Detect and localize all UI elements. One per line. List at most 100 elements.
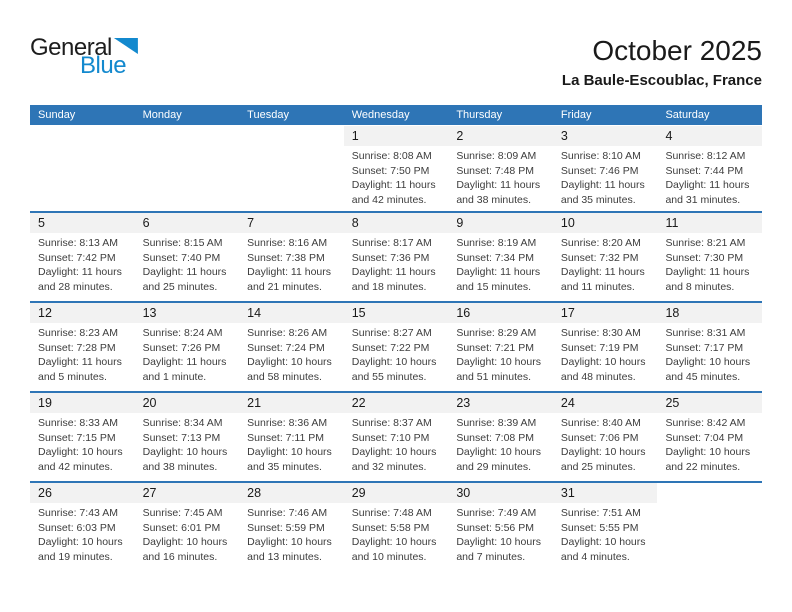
- daylight-text: Daylight: 11 hours and 15 minutes.: [456, 266, 541, 293]
- sunrise-text: Sunrise: 8:10 AM: [560, 150, 641, 162]
- sunrise-text: Sunrise: 7:46 AM: [247, 507, 328, 519]
- day-details: Sunrise: 8:24 AM Sunset: 7:26 PM Daylight:…: [135, 323, 240, 384]
- day-cell-10: 10 Sunrise: 8:20 AM Sunset: 7:32 PM Dayligh…: [552, 213, 658, 301]
- day-details: Sunrise: 8:27 AM Sunset: 7:22 PM Daylight:…: [344, 323, 449, 384]
- sunset-text: Sunset: 7:34 PM: [456, 251, 534, 264]
- day-details: Sunrise: 7:49 AM Sunset: 5:56 PM Daylight:…: [448, 503, 553, 564]
- sunset-text: Sunset: 7:22 PM: [351, 341, 430, 354]
- day-details: Sunrise: 8:21 AM Sunset: 7:30 PM Daylight:…: [657, 233, 762, 294]
- day-number: 24: [552, 393, 658, 413]
- daylight-text: Daylight: 11 hours and 1 minute.: [142, 356, 227, 383]
- day-cell-empty: [657, 483, 762, 571]
- day-number: 22: [343, 393, 449, 413]
- day-cell-30: 30 Sunrise: 7:49 AM Sunset: 5:56 PM Dayligh…: [448, 483, 553, 571]
- day-details: Sunrise: 8:42 AM Sunset: 7:04 PM Daylight:…: [657, 413, 762, 474]
- sunrise-text: Sunrise: 8:36 AM: [247, 417, 328, 429]
- week-row-1: 1 Sunrise: 8:08 AM Sunset: 7:50 PM Daylight…: [30, 126, 763, 211]
- daylight-text: Daylight: 10 hours and 13 minutes.: [247, 536, 332, 563]
- day-details: Sunrise: 8:09 AM Sunset: 7:48 PM Daylight:…: [448, 146, 553, 207]
- day-details: Sunrise: 8:39 AM Sunset: 7:08 PM Daylight:…: [448, 413, 553, 474]
- weekday-header-wednesday: Wednesday: [351, 109, 410, 121]
- daylight-text: Daylight: 11 hours and 28 minutes.: [38, 266, 122, 293]
- day-number: 20: [134, 393, 240, 413]
- daylight-text: Daylight: 10 hours and 51 minutes.: [456, 356, 541, 383]
- weekday-header-row: Sunday Monday Tuesday Wednesday Thursday Frid…: [30, 105, 762, 125]
- day-number: 8: [343, 213, 449, 233]
- daylight-text: Daylight: 11 hours and 18 minutes.: [351, 266, 436, 293]
- day-details: Sunrise: 8:30 AM Sunset: 7:19 PM Daylight:…: [553, 323, 658, 384]
- day-number: 9: [448, 213, 553, 233]
- day-details: Sunrise: 8:36 AM Sunset: 7:11 PM Daylight:…: [239, 413, 344, 474]
- day-cell-3: 3 Sunrise: 8:10 AM Sunset: 7:46 PM Daylight…: [552, 126, 658, 211]
- day-cell-15: 15 Sunrise: 8:27 AM Sunset: 7:22 PM Dayligh…: [343, 303, 449, 391]
- day-number: 16: [448, 303, 553, 323]
- day-details: Sunrise: 8:10 AM Sunset: 7:46 PM Daylight:…: [553, 146, 658, 207]
- sunrise-text: Sunrise: 8:42 AM: [665, 417, 746, 429]
- day-details: Sunrise: 8:40 AM Sunset: 7:06 PM Daylight:…: [553, 413, 658, 474]
- daylight-text: Daylight: 10 hours and 45 minutes.: [665, 356, 751, 383]
- sunrise-text: Sunrise: 7:43 AM: [38, 507, 118, 519]
- sunrise-text: Sunrise: 8:17 AM: [351, 237, 432, 249]
- sunset-text: Sunset: 7:04 PM: [665, 431, 744, 444]
- sunrise-text: Sunrise: 8:40 AM: [560, 417, 641, 429]
- day-number: 19: [30, 393, 135, 413]
- day-number: 2: [448, 126, 553, 146]
- day-number: 27: [134, 483, 240, 503]
- day-number: 28: [239, 483, 344, 503]
- sunset-text: Sunset: 7:36 PM: [351, 251, 430, 264]
- day-number: 5: [30, 213, 135, 233]
- day-cell-21: 21 Sunrise: 8:36 AM Sunset: 7:11 PM Dayligh…: [239, 393, 344, 481]
- page-header: General Blue October 2025 La Baule-Escou…: [30, 36, 762, 98]
- day-details: Sunrise: 8:12 AM Sunset: 7:44 PM Daylight:…: [657, 146, 762, 207]
- sunset-text: Sunset: 7:19 PM: [560, 341, 639, 354]
- day-details: Sunrise: 8:13 AM Sunset: 7:42 PM Daylight:…: [30, 233, 135, 294]
- daylight-text: Daylight: 10 hours and 35 minutes.: [247, 446, 332, 473]
- day-cell-12: 12 Sunrise: 8:23 AM Sunset: 7:28 PM Dayligh…: [30, 303, 135, 391]
- daylight-text: Daylight: 10 hours and 32 minutes.: [351, 446, 437, 473]
- day-number: 25: [657, 393, 763, 413]
- daylight-text: Daylight: 10 hours and 29 minutes.: [456, 446, 541, 473]
- daylight-text: Daylight: 10 hours and 58 minutes.: [247, 356, 332, 383]
- weekday-header-thursday: Thursday: [456, 109, 503, 121]
- sunset-text: Sunset: 7:26 PM: [142, 341, 221, 354]
- day-number: 26: [30, 483, 135, 503]
- week-row-4: 19 Sunrise: 8:33 AM Sunset: 7:15 PM Dayligh…: [30, 391, 763, 481]
- day-number: 15: [343, 303, 449, 323]
- week-row-3: 12 Sunrise: 8:23 AM Sunset: 7:28 PM Dayligh…: [30, 301, 763, 391]
- logo-text-general: General: [30, 34, 112, 61]
- title-block: October 2025 La Baule-Escoublac, France: [562, 36, 762, 92]
- month-title: October 2025: [592, 35, 762, 66]
- day-number: 11: [657, 213, 763, 233]
- sunset-text: Sunset: 7:48 PM: [456, 164, 534, 177]
- day-cell-8: 8 Sunrise: 8:17 AM Sunset: 7:36 PM Daylight…: [343, 213, 449, 301]
- day-details: Sunrise: 8:23 AM Sunset: 7:28 PM Daylight:…: [30, 323, 135, 384]
- day-cell-29: 29 Sunrise: 7:48 AM Sunset: 5:58 PM Dayligh…: [343, 483, 449, 571]
- day-details: Sunrise: 8:26 AM Sunset: 7:24 PM Daylight:…: [239, 323, 344, 384]
- sunrise-text: Sunrise: 8:19 AM: [456, 237, 537, 249]
- day-number: 3: [552, 126, 658, 146]
- day-number: 12: [30, 303, 135, 323]
- daylight-text: Daylight: 11 hours and 11 minutes.: [560, 266, 645, 293]
- daylight-text: Daylight: 10 hours and 42 minutes.: [38, 446, 123, 473]
- sunset-text: Sunset: 7:38 PM: [247, 251, 325, 264]
- sunset-text: Sunset: 7:42 PM: [38, 251, 116, 264]
- day-details: Sunrise: 7:51 AM Sunset: 5:55 PM Daylight:…: [553, 503, 658, 564]
- day-cell-7: 7 Sunrise: 8:16 AM Sunset: 7:38 PM Daylight…: [239, 213, 344, 301]
- day-cell-23: 23 Sunrise: 8:39 AM Sunset: 7:08 PM Dayligh…: [448, 393, 553, 481]
- day-number: 30: [448, 483, 553, 503]
- day-cell-empty: [135, 126, 240, 211]
- daylight-text: Daylight: 10 hours and 38 minutes.: [142, 446, 228, 473]
- weekday-header-friday: Friday: [560, 109, 592, 121]
- sunrise-text: Sunrise: 8:31 AM: [665, 327, 746, 339]
- weekday-header-sunday: Sunday: [38, 109, 76, 121]
- calendar-weeks: 1 Sunrise: 8:08 AM Sunset: 7:50 PM Daylight…: [30, 126, 763, 571]
- logo-text-blue: Blue: [80, 52, 127, 79]
- day-cell-27: 27 Sunrise: 7:45 AM Sunset: 6:01 PM Dayligh…: [134, 483, 240, 571]
- day-details: Sunrise: 8:37 AM Sunset: 7:10 PM Daylight:…: [344, 413, 449, 474]
- daylight-text: Daylight: 10 hours and 10 minutes.: [351, 536, 437, 563]
- sunrise-text: Sunrise: 8:12 AM: [665, 150, 746, 162]
- daylight-text: Daylight: 11 hours and 38 minutes.: [456, 179, 541, 206]
- daylight-text: Daylight: 11 hours and 5 minutes.: [38, 356, 122, 383]
- day-details: Sunrise: 8:20 AM Sunset: 7:32 PM Daylight:…: [553, 233, 658, 294]
